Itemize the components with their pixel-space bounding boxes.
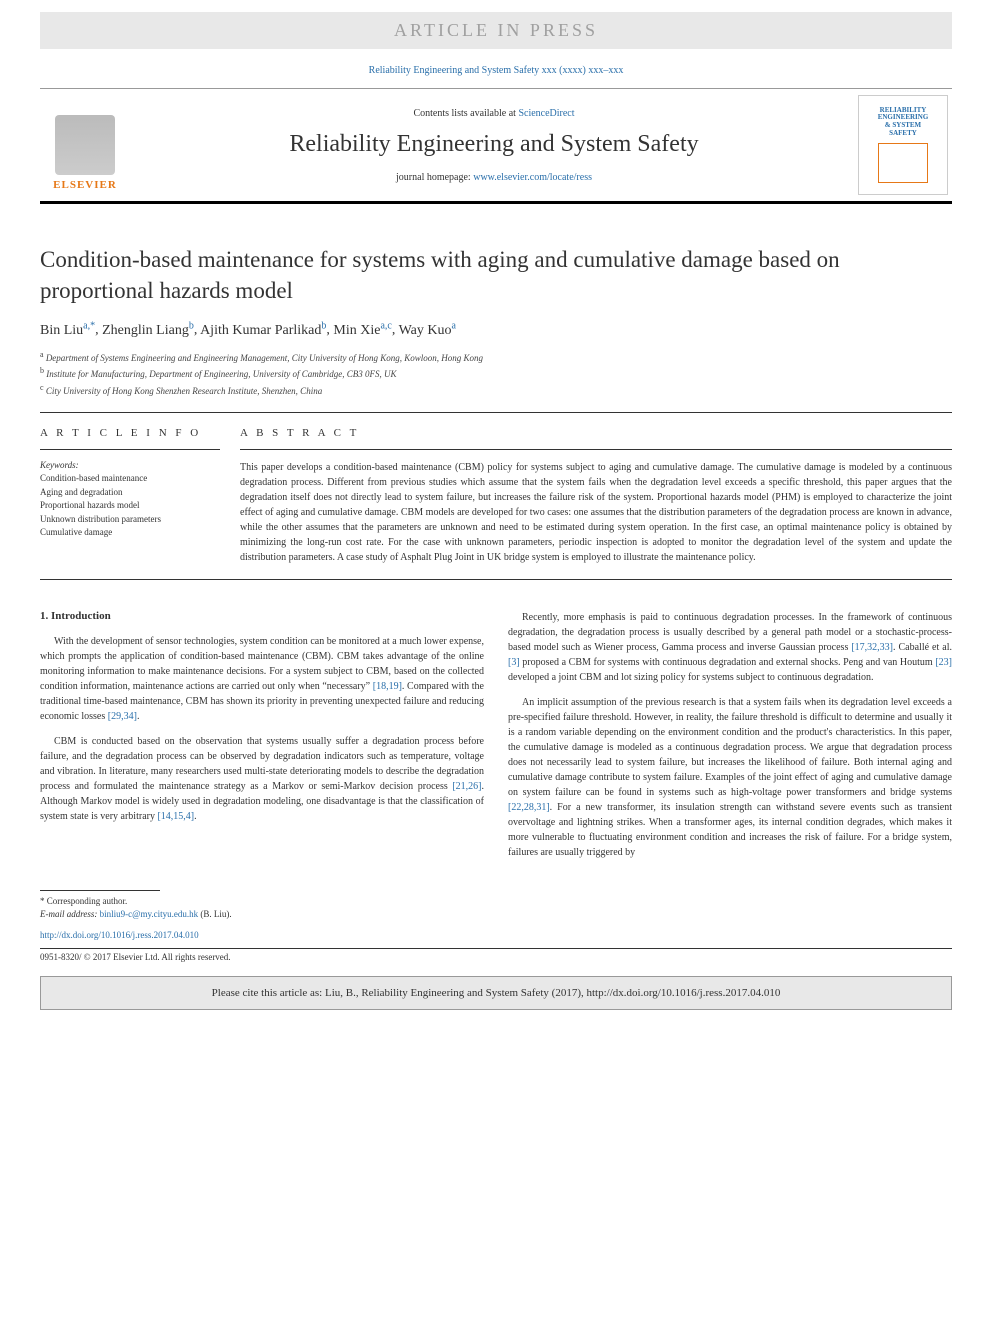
homepage-line: journal homepage: www.elsevier.com/locat…: [130, 172, 858, 183]
keyword: Aging and degradation: [40, 486, 220, 500]
email-line: E-mail address: binliu9-c@my.cityu.edu.h…: [40, 908, 952, 921]
corresponding-note: * Corresponding author.: [40, 895, 952, 908]
info-heading: A R T I C L E I N F O: [40, 427, 220, 450]
contents-line: Contents lists available at ScienceDirec…: [130, 108, 858, 119]
homepage-link[interactable]: www.elsevier.com/locate/ress: [473, 172, 592, 183]
citation-link[interactable]: [21,26]: [452, 781, 481, 792]
journal-reference: Reliability Engineering and System Safet…: [0, 59, 992, 88]
cover-graphic-icon: [878, 143, 928, 183]
keyword: Unknown distribution parameters: [40, 513, 220, 527]
author-list: Bin Liua,*, Zhenglin Liangb, Ajith Kumar…: [40, 320, 952, 339]
journal-ref-link[interactable]: Reliability Engineering and System Safet…: [369, 65, 624, 76]
author: Zhenglin Liangb: [102, 323, 194, 338]
citation-link[interactable]: [17,32,33]: [851, 642, 893, 653]
author: Ajith Kumar Parlikadb: [200, 323, 326, 338]
citation-link[interactable]: [3]: [508, 657, 520, 668]
article-title: Condition-based maintenance for systems …: [40, 244, 952, 306]
affiliations: a Department of Systems Engineering and …: [40, 349, 952, 399]
citation-link[interactable]: [22,28,31]: [508, 802, 550, 813]
keywords-label: Keywords:: [40, 460, 220, 470]
keyword: Condition-based maintenance: [40, 472, 220, 486]
footnote-separator: [40, 890, 160, 891]
banner-text: ARTICLE IN PRESS: [394, 20, 598, 40]
paragraph: An implicit assumption of the previous r…: [508, 695, 952, 860]
affiliation: a Department of Systems Engineering and …: [40, 349, 952, 366]
citation-link[interactable]: [18,19]: [373, 681, 402, 692]
footnotes: * Corresponding author. E-mail address: …: [40, 895, 952, 920]
article-info: A R T I C L E I N F O Keywords: Conditio…: [40, 427, 240, 565]
citation-box: Please cite this article as: Liu, B., Re…: [40, 976, 952, 1010]
section-heading: 1. Introduction: [40, 610, 484, 622]
citation-link[interactable]: [29,34]: [108, 711, 137, 722]
paragraph: Recently, more emphasis is paid to conti…: [508, 610, 952, 685]
paragraph: With the development of sensor technolog…: [40, 634, 484, 724]
body-text: 1. Introduction With the development of …: [40, 610, 952, 860]
keyword: Cumulative damage: [40, 526, 220, 540]
info-abstract-block: A R T I C L E I N F O Keywords: Conditio…: [40, 412, 952, 580]
abstract: A B S T R A C T This paper develops a co…: [240, 427, 952, 565]
journal-cover: RELIABILITY ENGINEERING & SYSTEM SAFETY: [858, 95, 948, 195]
paragraph: CBM is conducted based on the observatio…: [40, 734, 484, 824]
publisher-name: ELSEVIER: [53, 179, 117, 191]
elsevier-tree-icon: [55, 115, 115, 175]
email-link[interactable]: binliu9-c@my.cityu.edu.hk: [100, 909, 198, 919]
citation-link[interactable]: [14,15,4]: [157, 811, 194, 822]
citation-link[interactable]: [23]: [935, 657, 952, 668]
doi: http://dx.doi.org/10.1016/j.ress.2017.04…: [40, 930, 952, 940]
affiliation: b Institute for Manufacturing, Departmen…: [40, 365, 952, 382]
cover-title: RELIABILITY ENGINEERING & SYSTEM SAFETY: [878, 107, 929, 138]
journal-title: Reliability Engineering and System Safet…: [130, 131, 858, 158]
copyright-line: 0951-8320/ © 2017 Elsevier Ltd. All righ…: [40, 948, 952, 962]
doi-link[interactable]: http://dx.doi.org/10.1016/j.ress.2017.04…: [40, 930, 199, 940]
author: Min Xiea,c: [333, 323, 391, 338]
author: Way Kuoa: [399, 323, 456, 338]
author: Bin Liua,*: [40, 323, 95, 338]
article-in-press-banner: ARTICLE IN PRESS: [40, 12, 952, 49]
keywords-list: Condition-based maintenance Aging and de…: [40, 472, 220, 540]
keyword: Proportional hazards model: [40, 499, 220, 513]
abstract-text: This paper develops a condition-based ma…: [240, 460, 952, 565]
sciencedirect-link[interactable]: ScienceDirect: [518, 108, 574, 119]
affiliation: c City University of Hong Kong Shenzhen …: [40, 382, 952, 399]
abstract-heading: A B S T R A C T: [240, 427, 952, 450]
publisher-logo: ELSEVIER: [40, 95, 130, 195]
journal-header: ELSEVIER Contents lists available at Sci…: [40, 88, 952, 204]
header-center: Contents lists available at ScienceDirec…: [130, 108, 858, 183]
